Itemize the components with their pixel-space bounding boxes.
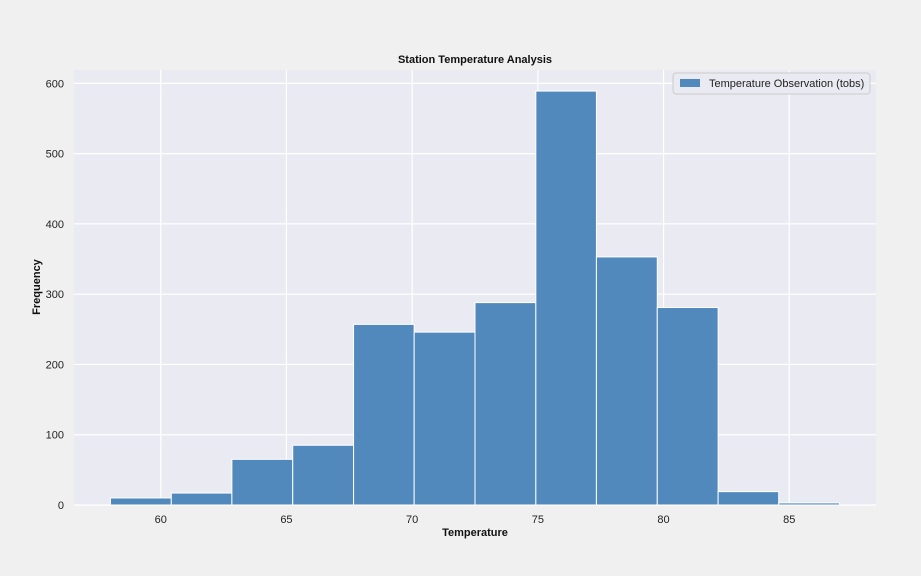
histogram-bars — [109, 90, 841, 506]
y-axis-label: Frequency — [31, 258, 43, 315]
histogram-bar — [231, 458, 294, 506]
y-tick-label: 200 — [46, 359, 64, 371]
x-tick-label: 75 — [532, 514, 544, 526]
histogram-bar — [413, 331, 476, 506]
histogram-bar — [109, 497, 172, 506]
chart-title: Station Temperature Analysis — [398, 54, 552, 66]
x-tick-labels: 60 65 70 75 80 85 — [155, 514, 796, 526]
x-tick-label: 80 — [657, 514, 669, 526]
histogram-bar — [474, 302, 537, 506]
y-tick-label: 0 — [58, 500, 64, 512]
y-tick-label: 500 — [46, 149, 64, 161]
x-tick-label: 70 — [406, 514, 418, 526]
histogram-bar — [595, 256, 658, 506]
histogram-bar — [292, 444, 355, 506]
x-axis-label: Temperature — [442, 527, 508, 539]
histogram-bar — [535, 90, 597, 506]
legend-box — [672, 72, 871, 95]
y-tick-label: 100 — [46, 430, 64, 442]
histogram-bar — [778, 502, 841, 506]
y-tick-label: 300 — [46, 289, 64, 301]
histogram-bar — [717, 491, 780, 506]
x-tick-label: 60 — [155, 514, 167, 526]
y-tick-label: 600 — [46, 78, 64, 90]
legend-label: Temperature Observation (tobs) — [709, 78, 864, 90]
histogram-bar — [170, 492, 233, 506]
x-tick-label: 65 — [280, 514, 292, 526]
histogram-bar — [656, 307, 719, 506]
legend-swatch — [680, 79, 700, 87]
legend: Temperature Observation (tobs) — [672, 72, 871, 95]
y-tick-labels: 0 100 200 300 400 500 600 — [46, 78, 64, 512]
x-tick-label: 85 — [783, 514, 795, 526]
histogram-bar — [353, 323, 415, 506]
y-tick-label: 400 — [46, 219, 64, 231]
